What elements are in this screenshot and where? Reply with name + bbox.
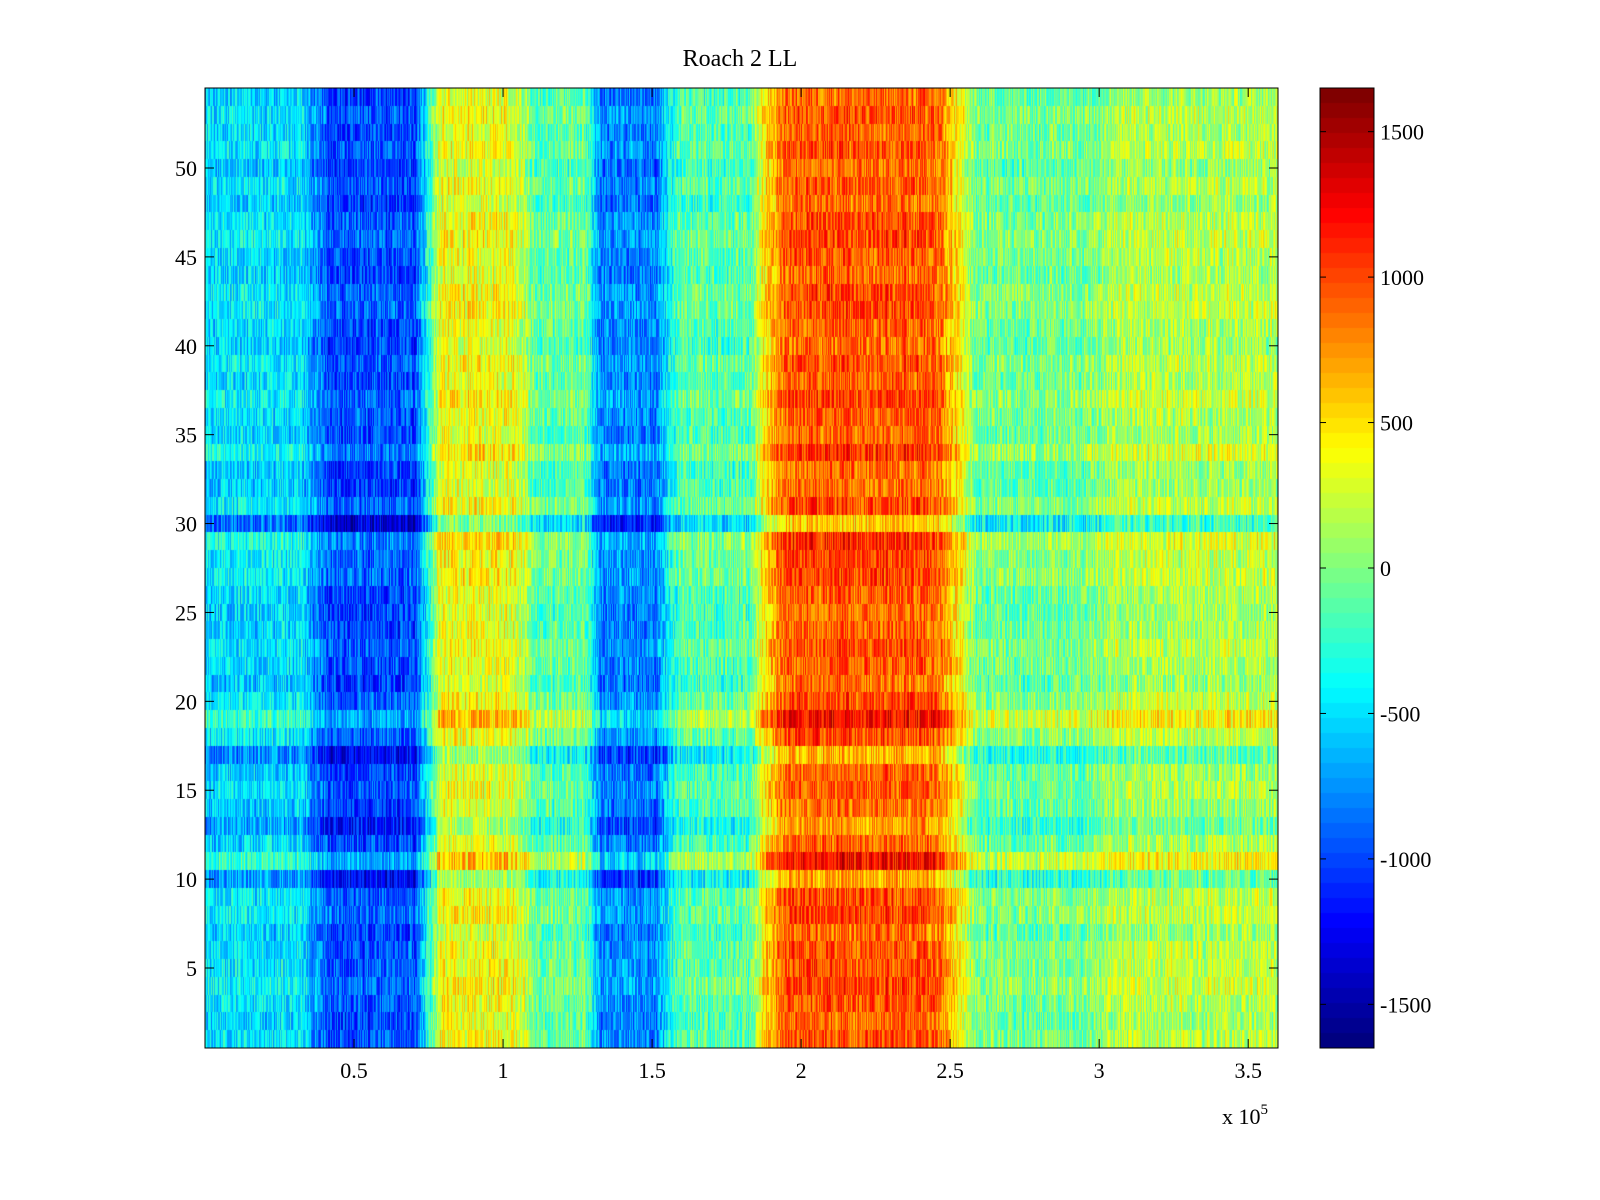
y-axis: 5 10 15 20 25 30 35 40 45 50 — [175, 156, 1278, 981]
x-tick-label: 0.5 — [340, 1058, 368, 1083]
x-tick-label: 3.5 — [1234, 1058, 1262, 1083]
heatmap-cells — [205, 88, 1278, 1048]
y-tick-label: 40 — [175, 334, 197, 359]
x-axis: 0.5 1 1.5 2 2.5 3 3.5 — [340, 88, 1262, 1083]
colorbar-gradient — [1320, 88, 1374, 1048]
colorbar-tick-label: 500 — [1380, 411, 1413, 436]
x-multiplier-prefix: x 10 — [1222, 1104, 1261, 1129]
colorbar-tick-label: 1000 — [1380, 265, 1424, 290]
y-tick-label: 25 — [175, 600, 197, 625]
x-multiplier-label: x 105 — [1222, 1102, 1268, 1129]
colorbar-tick-label: -1000 — [1380, 847, 1431, 872]
plot-area-frame — [204, 87, 1279, 1049]
x-tick-label: 1.5 — [638, 1058, 666, 1083]
heatmap-canvas-holder — [205, 88, 1278, 1048]
chart-title: Roach 2 LL — [683, 46, 798, 72]
x-tick-label: 2.5 — [936, 1058, 964, 1083]
colorbar-tick-label: 0 — [1380, 556, 1391, 581]
colorbar-gradient-holder — [1320, 88, 1374, 1048]
colorbar-tick-label: 1500 — [1380, 120, 1424, 145]
x-multiplier-exponent: 5 — [1261, 1102, 1269, 1118]
y-tick-label: 45 — [175, 245, 197, 270]
x-tick-label: 2 — [796, 1058, 807, 1083]
colorbar-axis: 1500 1000 500 0 -500 -1000 -1500 — [1320, 120, 1431, 1017]
y-tick-label: 5 — [186, 956, 197, 981]
x-tick-label: 3 — [1094, 1058, 1105, 1083]
y-tick-label: 30 — [175, 512, 197, 537]
y-tick-label: 35 — [175, 423, 197, 448]
y-tick-label: 20 — [175, 689, 197, 714]
y-tick-label: 15 — [175, 778, 197, 803]
y-tick-label: 10 — [175, 867, 197, 892]
x-tick-label: 1 — [498, 1058, 509, 1083]
colorbar-tick-label: -500 — [1380, 701, 1420, 726]
y-tick-label: 50 — [175, 156, 197, 181]
colorbar-tick-label: -1500 — [1380, 992, 1431, 1017]
